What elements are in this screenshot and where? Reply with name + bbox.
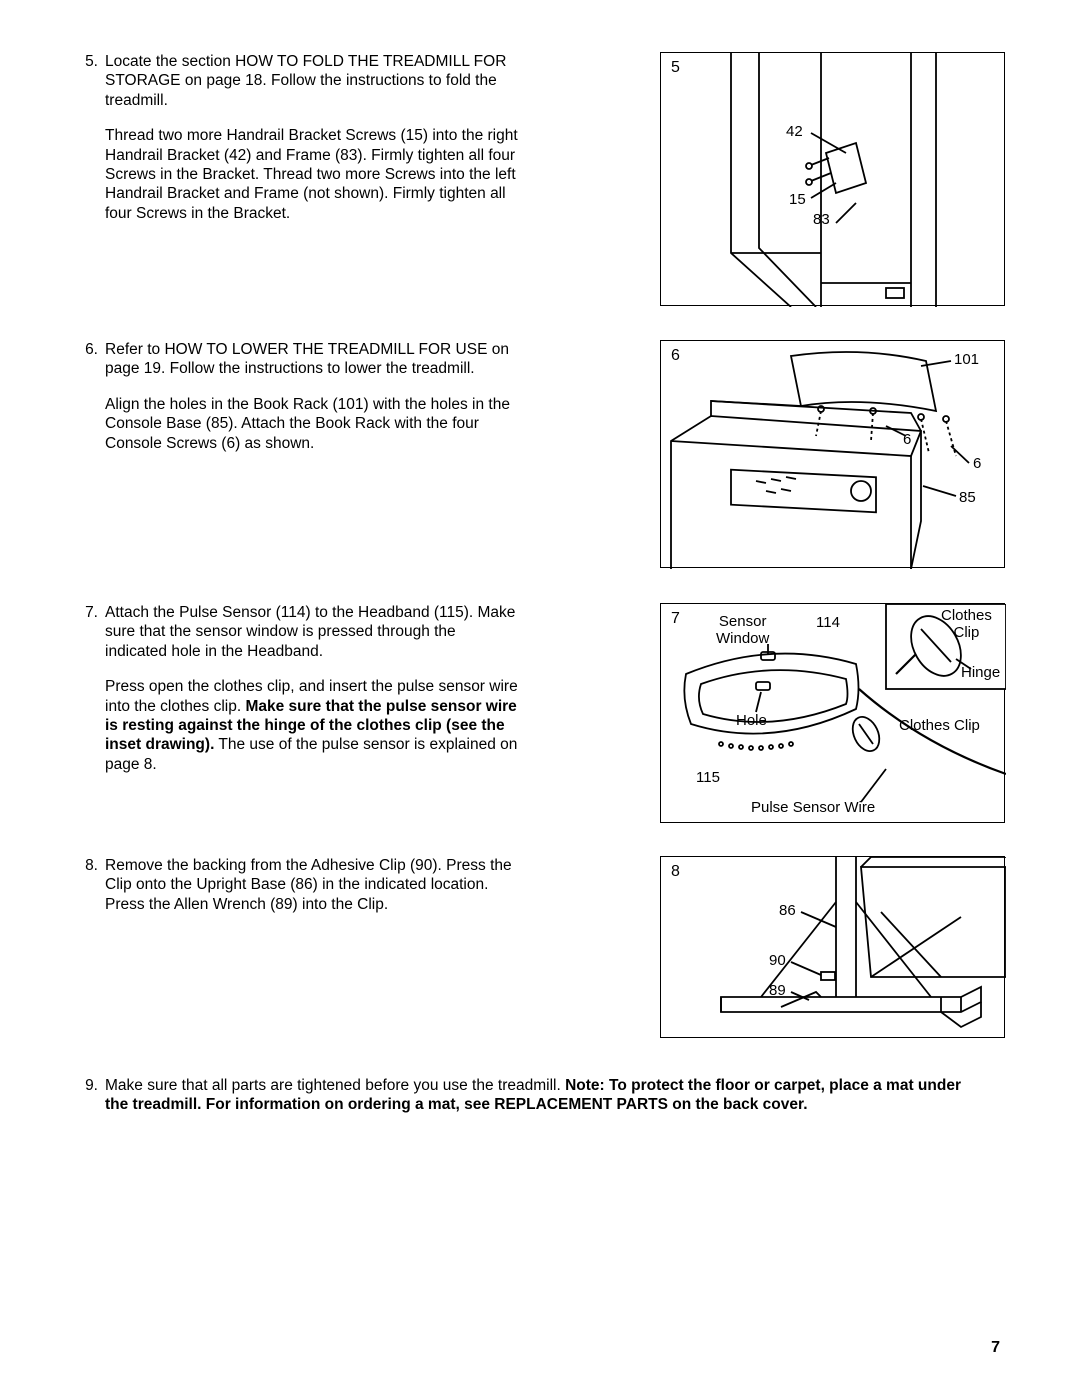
fig7-clothes-clip: Clothes Clip xyxy=(899,717,980,734)
step-6-p1: Refer to HOW TO LOWER THE TREADMILL FOR … xyxy=(105,340,520,379)
fig7-clothes-clip-top: Clothes Clip xyxy=(941,608,992,641)
step-9-num: 9. xyxy=(75,1076,105,1115)
fig7-sensor-window: Sensor Window xyxy=(716,614,769,647)
fig6-label-101: 101 xyxy=(954,351,979,368)
fig7-label-115: 115 xyxy=(696,769,720,786)
fig7-hinge: Hinge xyxy=(961,664,1000,681)
step-9-row: 9. Make sure that all parts are tightene… xyxy=(75,1076,1005,1115)
step-5-num: 5. xyxy=(75,52,105,239)
step-6-num: 6. xyxy=(75,340,105,469)
figure-5-num: 5 xyxy=(671,59,680,77)
page-number: 7 xyxy=(991,1339,1000,1357)
step-7-p1: Attach the Pulse Sensor (114) to the Hea… xyxy=(105,603,520,661)
step-7-p2: Press open the clothes clip, and insert … xyxy=(105,677,520,774)
fig7-pulse-wire: Pulse Sensor Wire xyxy=(751,799,875,816)
step-5-p1: Locate the section HOW TO FOLD THE TREAD… xyxy=(105,52,520,110)
step-6-text: 6. Refer to HOW TO LOWER THE TREADMILL F… xyxy=(75,340,520,469)
step-5-row: 5. Locate the section HOW TO FOLD THE TR… xyxy=(75,52,1005,312)
step-8-text: 8. Remove the backing from the Adhesive … xyxy=(75,856,520,930)
fig7-label-114: 114 xyxy=(816,614,840,631)
figure-5: 5 xyxy=(660,52,1005,306)
fig5-label-42: 42 xyxy=(786,123,803,140)
step-5-p2: Thread two more Handrail Bracket Screws … xyxy=(105,126,520,223)
figure-7: 7 xyxy=(660,603,1005,823)
step-5-text: 5. Locate the section HOW TO FOLD THE TR… xyxy=(75,52,520,239)
step-9-p1a: Make sure that all parts are tightened b… xyxy=(105,1077,565,1094)
fig6-label-85: 85 xyxy=(959,489,976,506)
step-7-row: 7. Attach the Pulse Sensor (114) to the … xyxy=(75,603,1005,828)
figure-6-svg xyxy=(661,341,1006,569)
step-7-num: 7. xyxy=(75,603,105,790)
figure-8-svg xyxy=(661,857,1006,1039)
fig8-label-89: 89 xyxy=(769,982,786,999)
step-7-text: 7. Attach the Pulse Sensor (114) to the … xyxy=(75,603,520,790)
step-6-row: 6. Refer to HOW TO LOWER THE TREADMILL F… xyxy=(75,340,1005,575)
figure-8: 8 xyxy=(660,856,1005,1038)
fig6-label-6b: 6 xyxy=(973,455,981,472)
fig5-label-83: 83 xyxy=(813,211,830,228)
fig5-label-15: 15 xyxy=(789,191,806,208)
figure-5-svg xyxy=(661,53,1006,307)
figure-8-num: 8 xyxy=(671,863,680,881)
step-6-p2: Align the holes in the Book Rack (101) w… xyxy=(105,395,520,453)
step-8-p1: Remove the backing from the Adhesive Cli… xyxy=(105,856,520,914)
figure-6: 6 xyxy=(660,340,1005,568)
step-8-row: 8. Remove the backing from the Adhesive … xyxy=(75,856,1005,1046)
fig6-label-6a: 6 xyxy=(903,431,911,448)
figure-6-num: 6 xyxy=(671,347,680,365)
step-8-num: 8. xyxy=(75,856,105,930)
fig8-label-86: 86 xyxy=(779,902,796,919)
fig7-hole: Hole xyxy=(736,712,767,729)
fig8-label-90: 90 xyxy=(769,952,786,969)
figure-7-num: 7 xyxy=(671,610,680,628)
